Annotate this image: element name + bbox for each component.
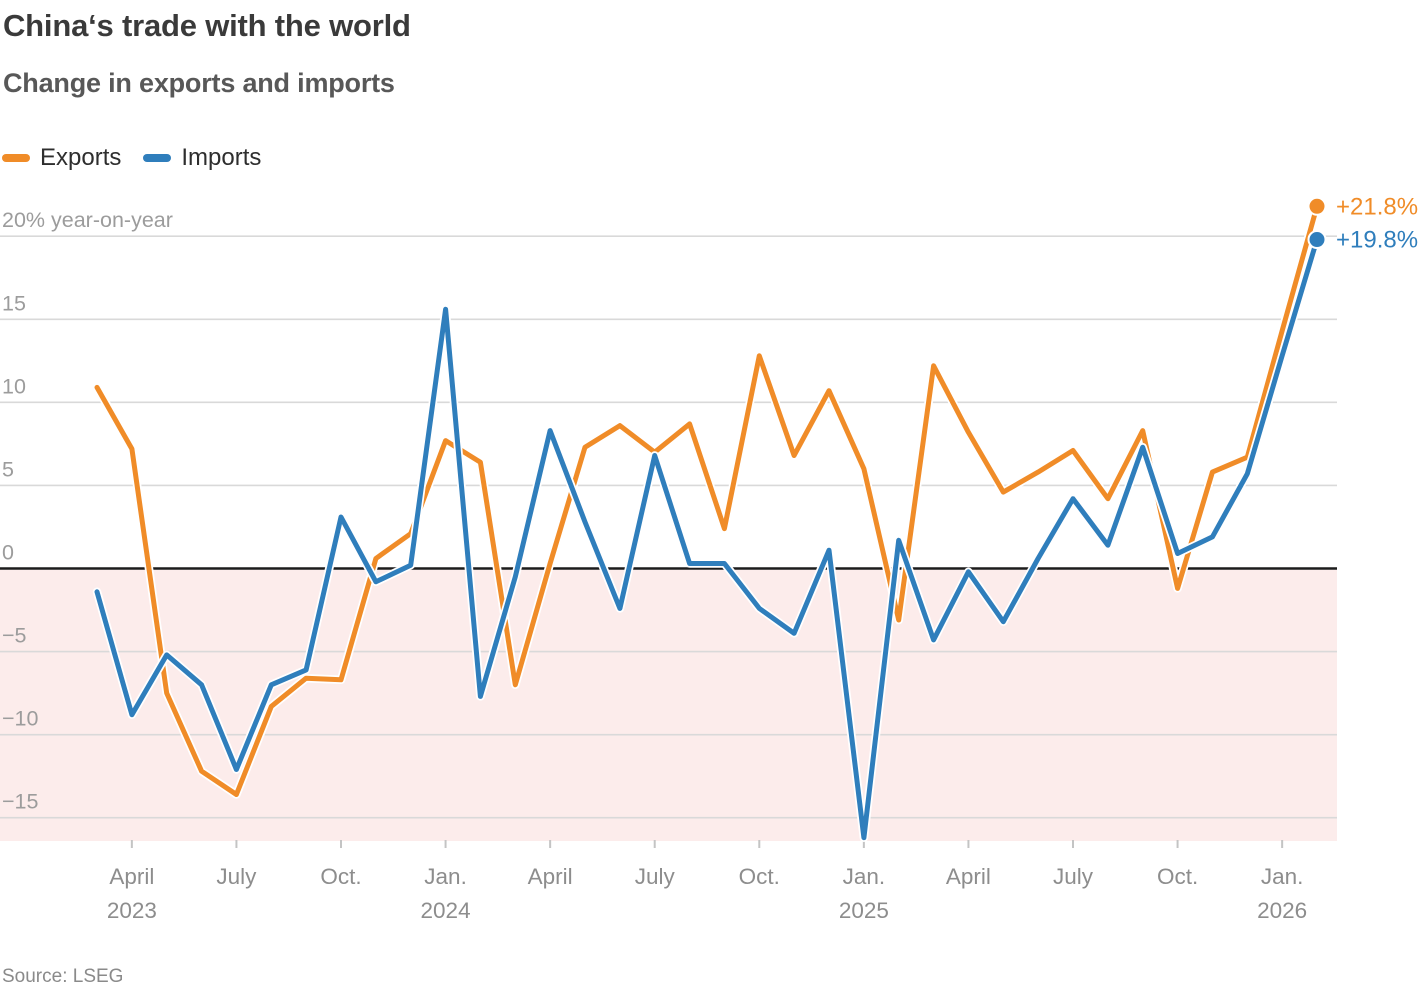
x-tick-year-label: 2024 bbox=[421, 898, 471, 923]
y-tick-label: 10 bbox=[2, 374, 26, 398]
legend: Exports Imports bbox=[2, 143, 273, 173]
exports-end-dot bbox=[1307, 196, 1327, 216]
imports-series: +19.8% bbox=[92, 227, 1418, 842]
x-tick-label: Jan. bbox=[1261, 864, 1304, 889]
x-tick-label: Jan. bbox=[424, 864, 467, 889]
exports-end-label: +21.8% bbox=[1336, 193, 1418, 220]
imports-end-label: +19.8% bbox=[1336, 227, 1418, 254]
x-tick-label: April bbox=[528, 864, 573, 889]
x-tick-label: July bbox=[635, 864, 676, 889]
y-axis-labels: 20% year-on-year 15 10 5 0 −5 −10 −15 bbox=[2, 208, 173, 814]
x-tick-label: Oct. bbox=[320, 864, 361, 889]
exports-line bbox=[94, 203, 1320, 797]
y-tick-label: 15 bbox=[2, 291, 26, 315]
y-tick-label: −10 bbox=[2, 707, 39, 731]
y-tick-label: 0 bbox=[2, 541, 14, 565]
x-tick-label: Oct. bbox=[1157, 864, 1198, 889]
exports-series: +21.8% bbox=[92, 193, 1418, 799]
imports-legend-swatch bbox=[143, 154, 172, 162]
x-tick-year-label: 2023 bbox=[107, 898, 157, 923]
x-axis: April 2023 July Oct. Jan. 2024 April July Oct. Ja… bbox=[107, 840, 1307, 923]
imports-legend-label: Imports bbox=[181, 144, 262, 171]
imports-line bbox=[94, 237, 1320, 841]
x-tick-year-label: 2026 bbox=[1257, 898, 1307, 923]
chart-title: China‘s trade with the world bbox=[3, 8, 411, 43]
x-tick-label: July bbox=[216, 864, 257, 889]
exports-legend-swatch bbox=[2, 154, 30, 162]
negative-region bbox=[0, 569, 1337, 841]
x-tick-year-label: 2025 bbox=[839, 898, 889, 923]
y-tick-label: 5 bbox=[2, 457, 14, 481]
x-tick-label: April bbox=[946, 864, 991, 889]
source-note: Source: LSEG bbox=[2, 966, 124, 987]
x-tick-label: Oct. bbox=[739, 864, 780, 889]
imports-end-dot bbox=[1307, 230, 1327, 250]
x-tick-label: April bbox=[109, 864, 154, 889]
chart-subtitle: Change in exports and imports bbox=[3, 68, 395, 98]
exports-legend-label: Exports bbox=[40, 144, 122, 171]
y-tick-label: −5 bbox=[2, 624, 27, 648]
y-tick-label: −15 bbox=[2, 790, 39, 814]
x-tick-label: July bbox=[1053, 864, 1094, 889]
y-tick-label: 20% year-on-year bbox=[2, 208, 173, 232]
x-tick-label: Jan. bbox=[843, 864, 886, 889]
